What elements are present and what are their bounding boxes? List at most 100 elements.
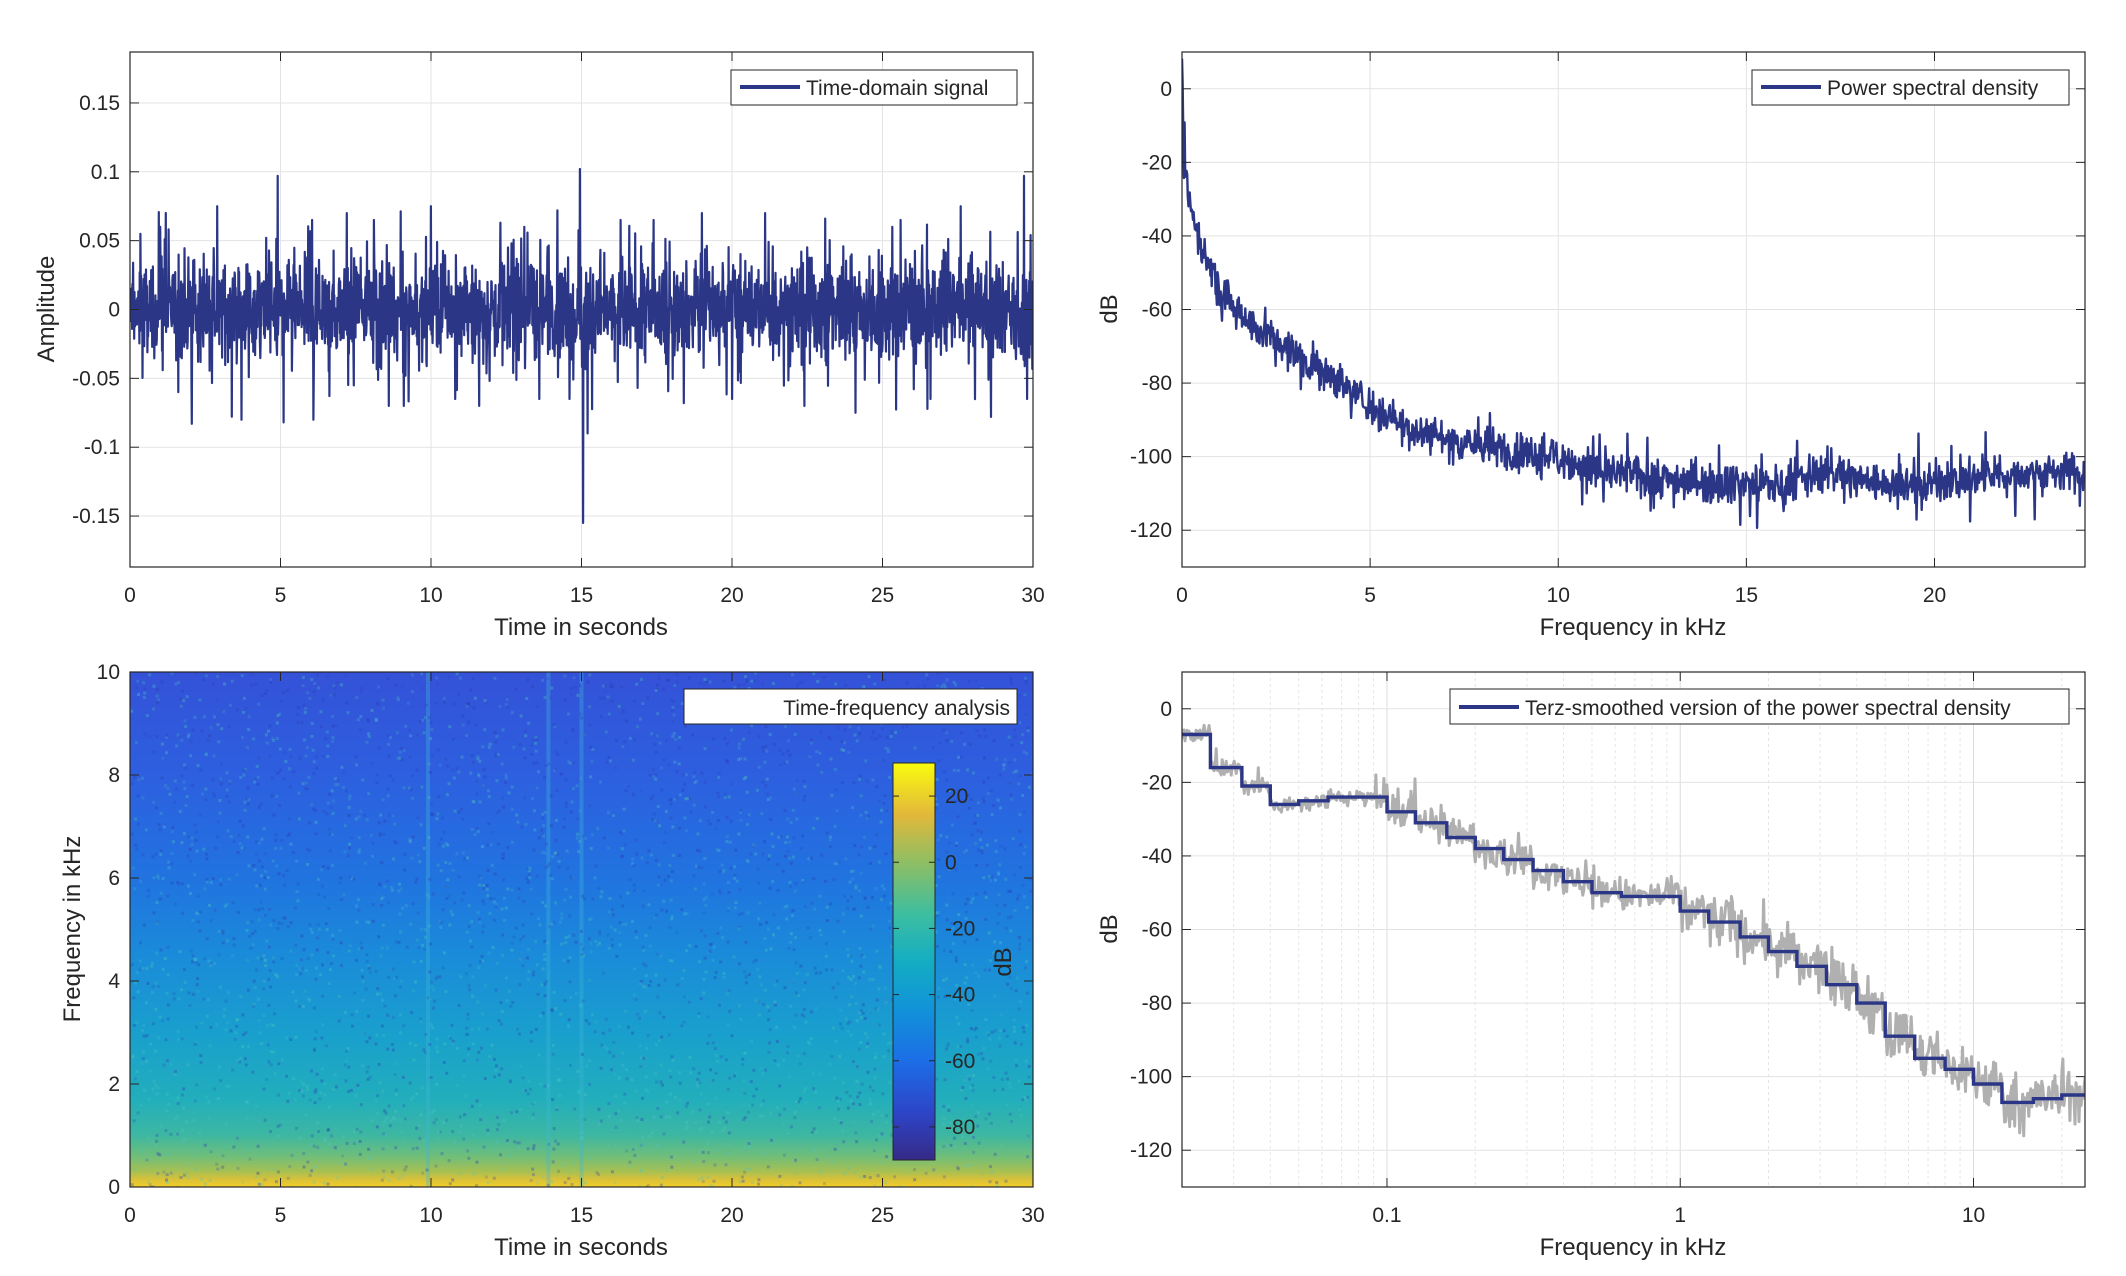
spectrogram-speckle [316,922,320,926]
spectrogram-speckle [611,913,615,917]
spectrogram-speckle [824,879,827,883]
spectrogram-speckle [739,809,743,813]
spectrogram-speckle [688,944,692,948]
spectrogram-speckle [165,1109,169,1113]
spectrogram-speckle [980,1052,983,1056]
spectrogram-speckle [467,1156,471,1160]
spectrogram-speckle [189,754,193,758]
spectrogram-speckle [761,1072,765,1076]
spectrogram-speckle [578,776,582,780]
spectrogram-speckle [380,861,384,864]
spectrogram-speckle [625,1068,628,1072]
spectrogram-speckle [858,1047,862,1051]
spectrogram-speckle [314,977,318,981]
spectrogram-speckle [310,931,314,935]
spectrogram-speckle [261,907,264,911]
spectrogram-speckle [696,832,700,836]
spectrogram-speckle [722,868,726,872]
spectrogram-speckle [844,684,848,688]
spectrogram-speckle [204,752,208,756]
spectrogram-speckle [494,905,498,909]
spectrogram-speckle [296,712,300,716]
spectrogram-speckle [607,712,611,716]
spectrogram-speckle [453,702,456,706]
spectrogram-speckle [241,736,244,739]
spectrogram-speckle [336,1176,339,1180]
spectrogram-speckle [849,895,853,899]
spectrogram-speckle [241,824,245,828]
spectrogram-speckle [361,975,365,979]
spectrogram-speckle [877,860,881,864]
spectrogram-speckle [386,787,390,791]
spectrogram-speckle [381,1147,385,1151]
spectrogram-speckle [671,914,674,918]
spectrogram-speckle [579,1004,583,1008]
spectrogram-speckle [954,799,958,803]
x-tick-label: 15 [570,584,593,607]
spectrogram-speckle [960,755,964,759]
spectrogram-speckle [700,1126,704,1130]
spectrogram-speckle [159,811,163,815]
spectrogram-speckle [950,922,954,925]
psd-ylabel: dB [1096,294,1123,323]
spectrogram-speckle [363,861,367,865]
spectrogram-speckle [697,1071,701,1075]
spectrogram-speckle [481,745,485,749]
spectrogram-speckle [727,881,730,884]
spectrogram-heatmap [130,672,1033,1187]
spectrogram-speckle [241,710,245,714]
spectrogram-speckle [461,714,465,718]
spectrogram-speckle [988,1180,992,1184]
spectrogram-speckle [238,842,242,846]
spectrogram-speckle [584,1064,588,1068]
spectrogram-speckle [873,682,877,686]
spectrogram-speckle [315,755,319,759]
spectrogram-speckle [357,848,361,852]
spectrogram-speckle [181,911,185,915]
spectrogram-speckle [833,862,837,866]
spectrogram-speckle [606,702,610,706]
spectrogram-speckle [621,745,625,749]
spectrogram-speckle [475,826,479,830]
spectrogram-speckle [857,853,861,857]
spectrogram-speckle [257,918,261,922]
spectrogram-speckle [288,785,292,789]
spectrogram-speckle [727,1131,731,1135]
spectrogram-speckle [722,975,726,979]
spectrogram-speckle [338,1160,342,1164]
spectrogram-speckle [417,946,421,950]
spectrogram-speckle [330,789,334,793]
spectrogram-speckle [547,862,551,866]
spectrogram-speckle [321,1023,325,1026]
spectrogram-speckle [276,1093,280,1097]
spectrogram-speckle [984,1018,988,1021]
spectrogram-speckle [702,898,706,901]
spectrogram-speckle [702,991,706,995]
spectrogram-speckle [685,773,688,777]
spectrogram-speckle [245,929,249,932]
spectrogram-speckle [176,1096,180,1100]
spectrogram-speckle [490,863,494,867]
spectrogram-speckle [708,680,712,684]
spectrogram-speckle [299,972,303,976]
spectrogram-speckle [257,1019,261,1023]
spectrogram-speckle [320,868,324,872]
spectrogram-speckle [934,930,938,934]
spectrogram-speckle [374,717,378,721]
spectrogram-speckle [602,971,605,975]
spectrogram-speckle [638,717,642,721]
spectrogram-speckle [954,959,958,963]
spectrogram-speckle [444,757,448,761]
spectrogram-speckle [583,897,586,901]
spectrogram-speckle [769,1138,773,1142]
spectrogram-speckle [719,1055,723,1059]
spectrogram-speckle [875,949,879,953]
spectrogram-speckle [618,931,622,935]
spectrogram-speckle [641,1057,645,1061]
spectrogram-speckle [481,845,484,848]
psd-xlabel: Frequency in kHz [1540,614,1727,641]
spectrogram-speckle [501,852,505,856]
spectrogram-speckle [555,750,559,754]
spectrogram-speckle [844,857,848,861]
spectrogram-speckle [863,896,867,900]
